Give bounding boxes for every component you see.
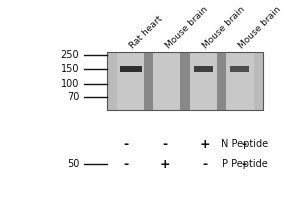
Bar [190,52,218,110]
Bar [120,66,142,72]
Text: -: - [242,138,247,151]
Bar [230,66,249,72]
Text: -: - [123,158,128,171]
Text: Rat heart: Rat heart [128,14,164,50]
Text: P Peptide: P Peptide [222,159,268,169]
Text: -: - [202,158,208,171]
Bar [107,52,263,110]
Text: N Peptide: N Peptide [220,139,268,149]
Bar [194,66,213,72]
Text: 50: 50 [67,159,79,169]
Text: 150: 150 [61,64,79,74]
Text: Mouse brain: Mouse brain [237,5,283,50]
Bar [152,52,181,110]
Bar [217,52,226,110]
Bar [181,52,190,110]
Text: +: + [160,158,171,171]
Text: Mouse brain: Mouse brain [202,5,247,50]
Bar [226,52,254,110]
Bar [144,52,153,110]
Text: Mouse brain: Mouse brain [164,5,210,50]
Text: 250: 250 [61,50,79,60]
Text: -: - [123,138,128,151]
Text: 70: 70 [67,92,79,102]
Text: +: + [200,138,210,151]
Text: -: - [242,158,247,171]
Text: 100: 100 [61,79,79,89]
Bar [117,52,145,110]
Text: -: - [163,138,168,151]
